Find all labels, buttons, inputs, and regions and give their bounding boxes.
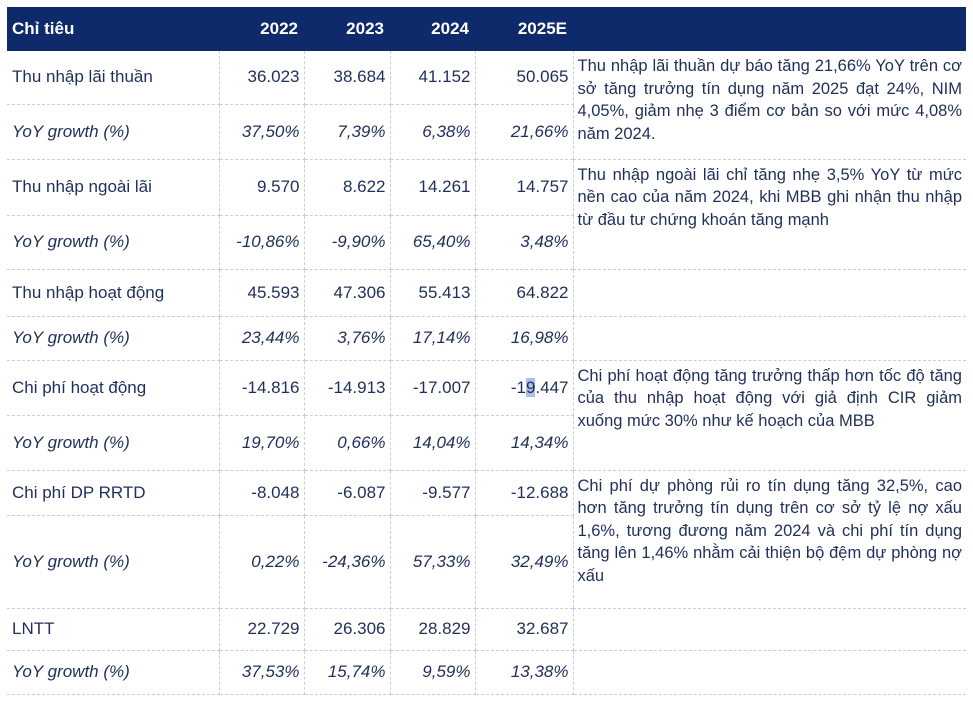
cell-2025e: 14,34% bbox=[475, 415, 574, 471]
cell-2023: 7,39% bbox=[304, 104, 391, 160]
table-row: Thu nhập ngoài lãi 9.570 8.622 14.261 14… bbox=[7, 159, 966, 270]
header-comment bbox=[573, 7, 966, 51]
cell-2022: 0,22% bbox=[219, 515, 305, 609]
cell-2025e: 14.757 bbox=[475, 159, 574, 216]
cell-2025e: -19.447 bbox=[475, 360, 574, 416]
header-year-2025e: 2025E bbox=[475, 7, 573, 51]
cell-2024: 9,59% bbox=[390, 650, 476, 695]
row-label: Chi phí hoạt động bbox=[7, 360, 220, 416]
row-label: YoY growth (%) bbox=[7, 515, 220, 609]
cell-2022: 37,53% bbox=[219, 650, 305, 695]
header-label: Chỉ tiêu bbox=[7, 7, 219, 51]
cell-2024: 14,04% bbox=[390, 415, 476, 471]
cell-2022: 22.729 bbox=[219, 608, 305, 651]
text-selection-highlight: 9 bbox=[525, 377, 536, 397]
row-label: YoY growth (%) bbox=[7, 415, 220, 471]
comment-empty bbox=[573, 650, 966, 695]
row-label: YoY growth (%) bbox=[7, 316, 220, 361]
table-row: YoY growth (%) 37,50% 7,39% 6,38% 21,66% bbox=[7, 104, 966, 160]
table-row: LNTT 22.729 26.306 28.829 32.687 bbox=[7, 608, 966, 651]
cell-2025e: 32.687 bbox=[475, 608, 574, 651]
table-row: Chi phí DP RRTD -8.048 -6.087 -9.577 -12… bbox=[7, 470, 966, 609]
cell-2023: 8.622 bbox=[304, 159, 391, 216]
header-row: Chỉ tiêu 2022 2023 2024 2025E bbox=[7, 7, 966, 51]
cell-2024: 28.829 bbox=[390, 608, 476, 651]
cell-2025e: 64.822 bbox=[475, 269, 574, 317]
comment-empty bbox=[573, 269, 966, 317]
comment-empty bbox=[573, 316, 966, 361]
cell-2022: -10,86% bbox=[219, 215, 305, 270]
comment-non-interest-income: Thu nhập ngoài lãi chỉ tăng nhẹ 3,5% YoY… bbox=[573, 159, 966, 270]
row-label: LNTT bbox=[7, 608, 220, 651]
cell-2022: 36.023 bbox=[219, 51, 305, 105]
comment-credit-provision: Chi phí dự phòng rủi ro tín dụng tăng 32… bbox=[573, 470, 966, 609]
cell-2024: 17,14% bbox=[390, 316, 476, 361]
row-label: YoY growth (%) bbox=[7, 215, 220, 270]
cell-2023: 38.684 bbox=[304, 51, 391, 105]
cell-2023: 3,76% bbox=[304, 316, 391, 361]
row-label: Thu nhập ngoài lãi bbox=[7, 159, 220, 216]
cell-2024: 57,33% bbox=[390, 515, 476, 609]
cell-2025e: 21,66% bbox=[475, 104, 574, 160]
table-row: Chi phí hoạt động -14.816 -14.913 -17.00… bbox=[7, 360, 966, 471]
table-row: YoY growth (%) 23,44% 3,76% 17,14% 16,98… bbox=[7, 316, 966, 361]
header-year-2023: 2023 bbox=[304, 7, 390, 51]
row-label: YoY growth (%) bbox=[7, 104, 220, 160]
cell-2025e: 16,98% bbox=[475, 316, 574, 361]
table-row: YoY growth (%) 37,53% 15,74% 9,59% 13,38… bbox=[7, 650, 966, 695]
text-pre: -1 bbox=[510, 377, 526, 397]
cell-2024: -17.007 bbox=[390, 360, 476, 416]
cell-2024: 14.261 bbox=[390, 159, 476, 216]
cell-2022: 19,70% bbox=[219, 415, 305, 471]
cell-2023: -6.087 bbox=[304, 470, 391, 516]
header-year-2024: 2024 bbox=[390, 7, 475, 51]
cell-2024: 41.152 bbox=[390, 51, 476, 105]
cell-2023: 26.306 bbox=[304, 608, 391, 651]
cell-2022: -14.816 bbox=[219, 360, 305, 416]
cell-2025e: 32,49% bbox=[475, 515, 574, 609]
cell-2022: 9.570 bbox=[219, 159, 305, 216]
row-label: Thu nhập hoạt động bbox=[7, 269, 220, 317]
cell-2023: 0,66% bbox=[304, 415, 391, 471]
comment-operating-expense: Chi phí hoạt động tăng trưởng thấp hơn t… bbox=[573, 360, 966, 471]
cell-2025e: -12.688 bbox=[475, 470, 574, 516]
cell-2023: -9,90% bbox=[304, 215, 391, 270]
cell-2024: 55.413 bbox=[390, 269, 476, 317]
table-row: Thu nhập lãi thuần 36.023 38.684 41.152 … bbox=[7, 51, 966, 160]
cell-2022: 23,44% bbox=[219, 316, 305, 361]
cell-2023: -14.913 bbox=[304, 360, 391, 416]
row-label: Chi phí DP RRTD bbox=[7, 470, 220, 516]
cell-2023: -24,36% bbox=[304, 515, 391, 609]
comment-net-interest-income: Thu nhập lãi thuần dự báo tăng 21,66% Yo… bbox=[573, 51, 966, 160]
cell-2024: 65,40% bbox=[390, 215, 476, 270]
cell-2022: 45.593 bbox=[219, 269, 305, 317]
table-row: YoY growth (%) -10,86% -9,90% 65,40% 3,4… bbox=[7, 215, 966, 270]
cell-2022: 37,50% bbox=[219, 104, 305, 160]
cell-2025e: 13,38% bbox=[475, 650, 574, 695]
header-year-2022: 2022 bbox=[219, 7, 304, 51]
cell-2022: -8.048 bbox=[219, 470, 305, 516]
cell-2025e: 50.065 bbox=[475, 51, 574, 105]
row-label: Thu nhập lãi thuần bbox=[7, 51, 220, 105]
financial-forecast-table: Chỉ tiêu 2022 2023 2024 2025E Thu nhập l… bbox=[7, 7, 966, 695]
cell-2023: 15,74% bbox=[304, 650, 391, 695]
table-row: YoY growth (%) 19,70% 0,66% 14,04% 14,34… bbox=[7, 415, 966, 471]
comment-empty bbox=[573, 608, 966, 651]
cell-2023: 47.306 bbox=[304, 269, 391, 317]
cell-2024: 6,38% bbox=[390, 104, 476, 160]
text-post: .447 bbox=[535, 377, 569, 397]
cell-2025e: 3,48% bbox=[475, 215, 574, 270]
cell-2024: -9.577 bbox=[390, 470, 476, 516]
table-row: Thu nhập hoạt động 45.593 47.306 55.413 … bbox=[7, 269, 966, 317]
table-row: YoY growth (%) 0,22% -24,36% 57,33% 32,4… bbox=[7, 515, 966, 609]
row-label: YoY growth (%) bbox=[7, 650, 220, 695]
